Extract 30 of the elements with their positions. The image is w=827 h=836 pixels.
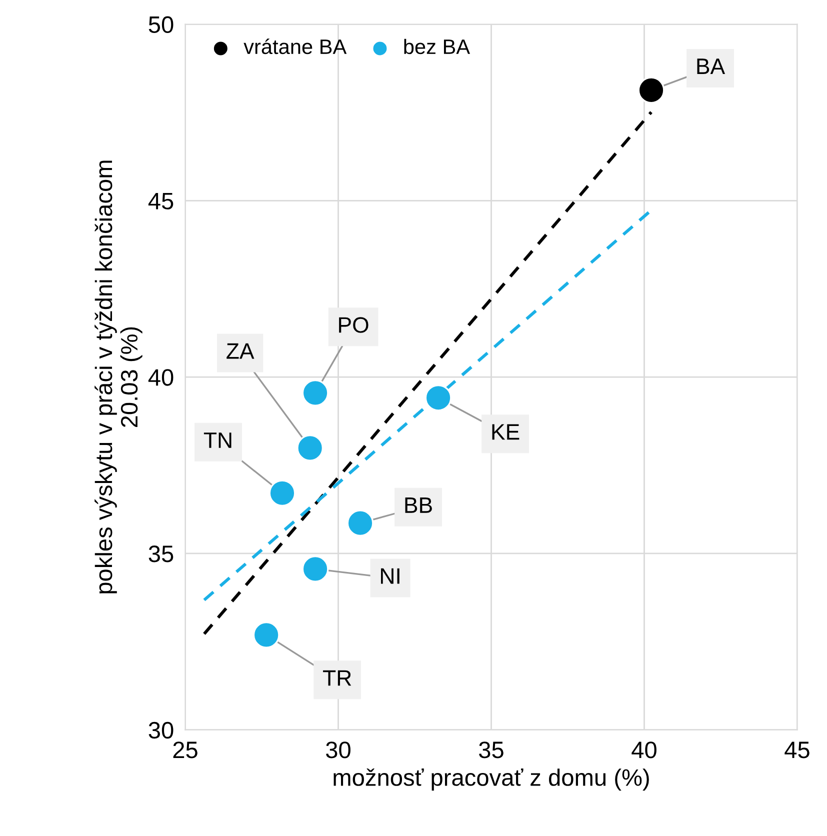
annotation: TN — [204, 432, 232, 448]
point — [302, 379, 329, 406]
legend-label: bez BA — [404, 38, 470, 54]
annotation: BA — [697, 58, 726, 74]
x-tick-label: 40 — [632, 742, 656, 758]
y-tick-label: 35 — [148, 546, 174, 562]
y-tick-label: 40 — [148, 369, 174, 386]
legend-label: vrátane BA — [244, 38, 347, 54]
y-tick-label: 30 — [148, 722, 174, 739]
annotation: NI — [381, 568, 400, 584]
point — [252, 621, 280, 648]
x-tick-label: 45 — [784, 742, 810, 758]
annotation: TR — [323, 670, 352, 686]
annotation: BB — [405, 498, 432, 513]
point — [296, 434, 324, 462]
x-axis-title: možnosť pracovať z domu (%) — [334, 768, 649, 791]
y-tick-label: 50 — [148, 16, 174, 34]
x-tick-label: 30 — [326, 742, 350, 758]
y-axis-title: pokles výskytu v práci v týždni končiacom 20.03 (%) — [94, 160, 142, 594]
point — [302, 556, 329, 582]
annotation: ZA — [226, 343, 254, 359]
annotation: PO — [339, 317, 368, 333]
x-tick-label: 35 — [479, 742, 504, 758]
annotation: KE — [492, 424, 520, 440]
point — [346, 510, 374, 537]
point — [638, 76, 665, 104]
point — [424, 384, 452, 412]
y-tick-label: 45 — [148, 192, 174, 210]
x-tick-label: 25 — [173, 742, 198, 758]
point — [268, 480, 296, 507]
